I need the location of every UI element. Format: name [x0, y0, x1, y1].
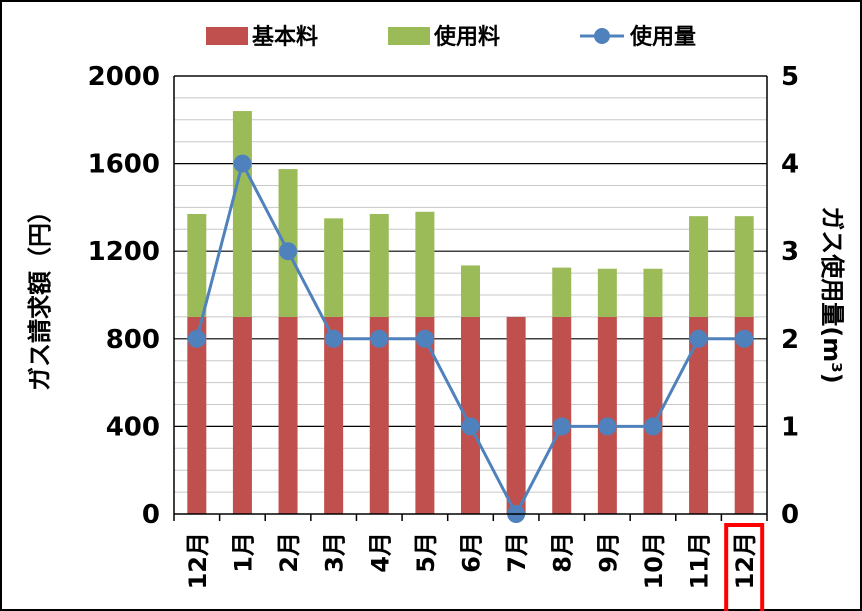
category-labels: 12月 1月 2月 3月 4月 5月 6月 7月 8月 9月 10月 11月 12月 [184, 523, 765, 611]
left-tick-label: 2000 [88, 62, 160, 92]
bar-usage-fee [689, 216, 709, 317]
legend: 基本料 使用料 使用量 [206, 25, 696, 50]
bar-usage-fee [324, 218, 344, 317]
bar-base-fee [369, 316, 389, 514]
legend-label: 基本料 [252, 25, 318, 50]
bar-usage-fee [461, 265, 480, 317]
bar-usage-fee [597, 268, 617, 317]
category-label: 6月 [458, 532, 486, 573]
category-label: 4月 [366, 532, 394, 573]
category-label: 12月 [184, 532, 212, 589]
left-axis-title: ガス請求額（円） [26, 199, 54, 391]
category-label: 11月 [686, 532, 714, 589]
bar-base-fee [187, 316, 207, 514]
usage-point [233, 154, 252, 173]
usage-point [598, 417, 617, 436]
bar-base-fee [506, 316, 526, 514]
category-label: 7月 [503, 532, 531, 573]
right-tick-label: 1 [781, 412, 799, 442]
bar-usage-fee [187, 213, 207, 317]
bar-base-fee [689, 316, 709, 514]
usage-point [324, 329, 343, 348]
left-tick-label: 1200 [88, 237, 160, 267]
category-label: 10月 [640, 532, 668, 589]
usage-point [279, 242, 298, 261]
category-label: 5月 [412, 532, 440, 573]
left-tick-label: 800 [106, 325, 160, 355]
legend-swatch [388, 27, 430, 45]
right-tick-label: 3 [781, 237, 799, 267]
right-axis-title: ガス使用量(m³) [818, 206, 846, 383]
category-label: 9月 [594, 532, 622, 573]
legend-marker [594, 28, 610, 44]
right-tick-label: 2 [781, 325, 799, 355]
usage-line [187, 154, 754, 523]
bar-base-fee [734, 316, 754, 514]
right-tick-label: 4 [781, 150, 799, 180]
right-tick-label: 0 [781, 500, 799, 530]
bar-base-fee [597, 316, 617, 514]
bar-base-fee [324, 316, 344, 514]
right-axis-ticks: 0 1 2 3 4 5 [781, 62, 799, 530]
usage-point [735, 329, 754, 348]
legend-label: 使用料 [433, 25, 500, 50]
highlight-box [724, 523, 765, 611]
usage-point [552, 417, 571, 436]
usage-point [461, 417, 480, 436]
bar-base-fee [643, 316, 663, 514]
left-tick-label: 400 [106, 412, 160, 442]
axes [173, 75, 768, 521]
category-label: 3月 [321, 532, 349, 573]
bar-usage-fee [369, 213, 389, 317]
usage-point [187, 329, 206, 348]
bar-base-fee [415, 316, 435, 514]
usage-point [689, 329, 708, 348]
bar-base-fee [552, 316, 572, 514]
bar-base-fee [278, 316, 298, 514]
category-label: 12月 [731, 532, 759, 589]
left-tick-label: 0 [142, 500, 160, 530]
legend-label: 使用量 [629, 25, 696, 50]
bar-usage-fee [734, 216, 754, 317]
right-tick-label: 5 [781, 62, 799, 92]
bar-usage-fee [232, 111, 252, 317]
bar-usage-fee [415, 211, 435, 317]
usage-point [370, 329, 389, 348]
bar-base-fee [461, 316, 480, 514]
category-label: 2月 [275, 532, 303, 573]
left-tick-label: 1600 [88, 150, 160, 180]
bar-usage-fee [643, 268, 663, 317]
left-axis-ticks: 0 400 800 1200 1600 2000 [88, 62, 160, 530]
category-label: 1月 [229, 532, 257, 573]
usage-point [643, 417, 662, 436]
legend-swatch [206, 27, 248, 45]
bar-base-fee [232, 316, 252, 514]
usage-point [415, 329, 434, 348]
bar-usage-fee [552, 267, 572, 317]
category-label: 8月 [549, 532, 577, 573]
